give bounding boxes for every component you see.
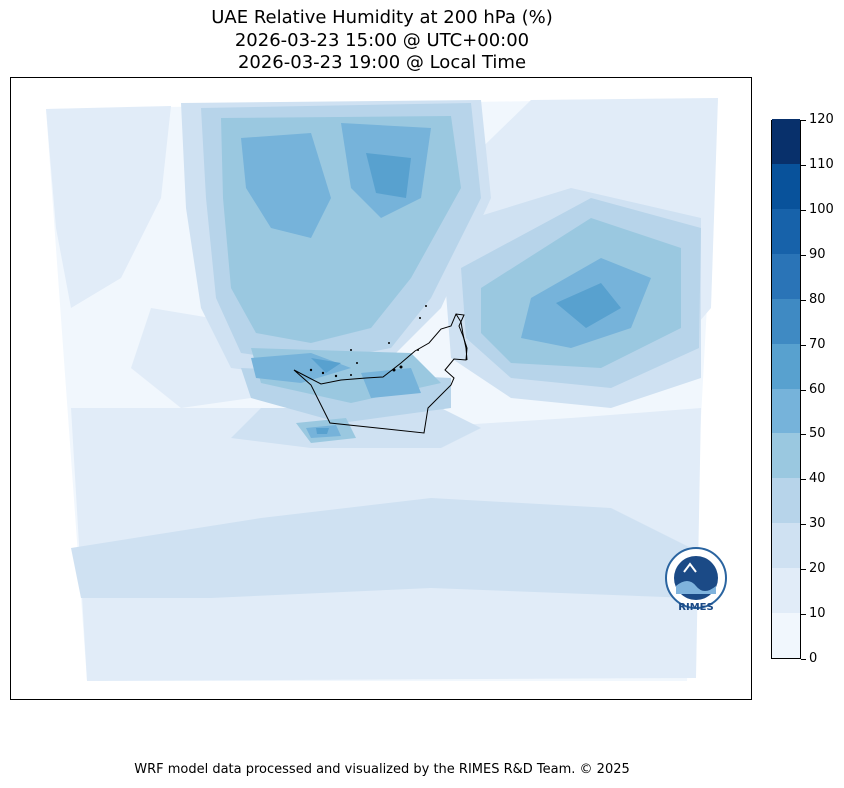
title-line-2: 2026-03-23 15:00 @ UTC+00:00 (234, 30, 530, 51)
colorbar-tick-label: 10 (809, 606, 826, 621)
colorbar-segment (772, 433, 800, 479)
colorbar-segment (772, 388, 800, 434)
humidity-band-60-70 (311, 153, 621, 434)
colorbar-tick (801, 390, 806, 391)
colorbar-segment (772, 253, 800, 299)
colorbar-segment (772, 523, 800, 569)
title-line-3: 2026-03-23 19:00 @ Local Time (237, 52, 527, 73)
colorbar-tick (801, 569, 806, 570)
colorbar-tick-label: 120 (809, 112, 834, 127)
colorbar-tick (801, 434, 806, 435)
colorbar-tick-label: 30 (809, 516, 826, 531)
colorbar-segment (772, 568, 800, 614)
colorbar-segment (772, 163, 800, 209)
uae-islands (309, 305, 427, 378)
title-line-1: UAE Relative Humidity at 200 hPa (%) (211, 7, 553, 28)
rimes-logo (665, 547, 727, 609)
colorbar-segment (772, 118, 800, 164)
colorbar-segment (772, 298, 800, 344)
colorbar-tick (801, 659, 806, 660)
colorbar-tick (801, 255, 806, 256)
humidity-map (46, 98, 718, 681)
colorbar-tick-label: 70 (809, 337, 826, 352)
colorbar-tick-label: 110 (809, 157, 834, 172)
colorbar-tick-label: 90 (809, 247, 826, 262)
colorbar-tick (801, 614, 806, 615)
colorbar-tick-label: 50 (809, 426, 826, 441)
colorbar-tick-label: 100 (809, 202, 834, 217)
colorbar-tick (801, 210, 806, 211)
map-frame (10, 77, 752, 700)
uae-boundary (293, 313, 468, 434)
colorbar-tick-label: 80 (809, 292, 826, 307)
colorbar-tick-label: 60 (809, 382, 826, 397)
colorbar-tick (801, 479, 806, 480)
colorbar-tick-label: 20 (809, 561, 826, 576)
colorbar (771, 118, 801, 659)
colorbar-tick-label: 40 (809, 471, 826, 486)
colorbar-segment (772, 613, 800, 658)
colorbar-tick (801, 300, 806, 301)
colorbar-segment (772, 208, 800, 254)
credit-text: WRF model data processed and visualized … (134, 762, 630, 777)
colorbar-tick (801, 120, 806, 121)
colorbar-segment (772, 478, 800, 524)
colorbar-tick (801, 165, 806, 166)
colorbar-tick (801, 345, 806, 346)
logo-text: RIMES (678, 602, 714, 613)
colorbar-segment (772, 343, 800, 389)
colorbar-tick (801, 524, 806, 525)
colorbar-tick-label: 0 (809, 651, 818, 666)
humidity-band-50-60 (241, 123, 651, 438)
